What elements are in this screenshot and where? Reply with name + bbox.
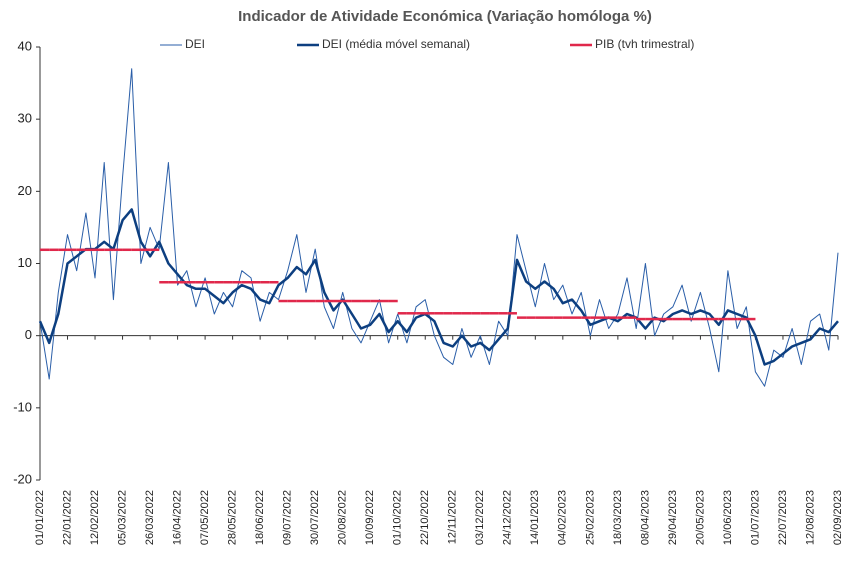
series-line xyxy=(38,208,839,366)
x-tick-label: 16/04/2022 xyxy=(171,490,183,545)
x-tick-label: 22/01/2022 xyxy=(61,490,73,545)
y-tick-label: 0 xyxy=(25,327,32,342)
x-tick-label: 05/03/2022 xyxy=(116,490,128,545)
legend-label: PIB (tvh trimestral) xyxy=(595,37,694,51)
x-tick-label: 22/10/2022 xyxy=(419,490,431,545)
y-tick-label: 20 xyxy=(18,183,32,198)
x-tick-label: 08/04/2023 xyxy=(639,490,651,545)
x-tick-label: 02/09/2023 xyxy=(832,490,844,545)
x-tick-label: 12/11/2022 xyxy=(447,490,459,544)
x-tick-label: 07/05/2022 xyxy=(199,490,211,545)
x-tick-label: 03/12/2022 xyxy=(474,490,486,545)
series-line xyxy=(39,68,839,387)
x-tick-label: 20/05/2023 xyxy=(694,490,706,545)
x-tick-label: 28/05/2022 xyxy=(227,490,239,545)
x-tick-label: 18/03/2023 xyxy=(612,490,624,545)
x-tick-label: 01/01/2022 xyxy=(34,490,46,545)
legend-label: DEI (média móvel semanal) xyxy=(322,37,470,51)
x-tick-label: 12/08/2023 xyxy=(804,490,816,545)
x-tick-label: 20/08/2022 xyxy=(337,490,349,545)
y-tick-label: 40 xyxy=(18,38,32,53)
x-tick-label: 01/10/2022 xyxy=(392,490,404,545)
x-tick-label: 10/06/2023 xyxy=(722,490,734,545)
x-tick-label: 18/06/2022 xyxy=(254,490,266,545)
x-tick-label: 04/02/2023 xyxy=(557,490,569,545)
x-tick-label: 10/09/2022 xyxy=(364,490,376,545)
y-tick-label: 30 xyxy=(18,111,32,126)
x-tick-label: 12/02/2022 xyxy=(89,490,101,545)
x-tick-label: 01/07/2023 xyxy=(749,490,761,545)
x-tick-label: 14/01/2023 xyxy=(529,490,541,545)
x-tick-label: 22/07/2023 xyxy=(777,490,789,545)
y-tick-label: -10 xyxy=(13,399,32,414)
chart-title: Indicador de Atividade Económica (Variaç… xyxy=(238,8,652,25)
x-tick-label: 25/02/2023 xyxy=(584,490,596,545)
x-tick-label: 09/07/2022 xyxy=(282,490,294,545)
x-tick-label: 26/03/2022 xyxy=(144,490,156,545)
y-tick-label: -20 xyxy=(13,471,32,486)
x-tick-label: 24/12/2022 xyxy=(502,490,514,545)
y-tick-label: 10 xyxy=(18,255,32,270)
legend-label: DEI xyxy=(185,37,205,51)
x-tick-label: 29/04/2023 xyxy=(667,490,679,545)
x-tick-label: 30/07/2022 xyxy=(309,490,321,545)
